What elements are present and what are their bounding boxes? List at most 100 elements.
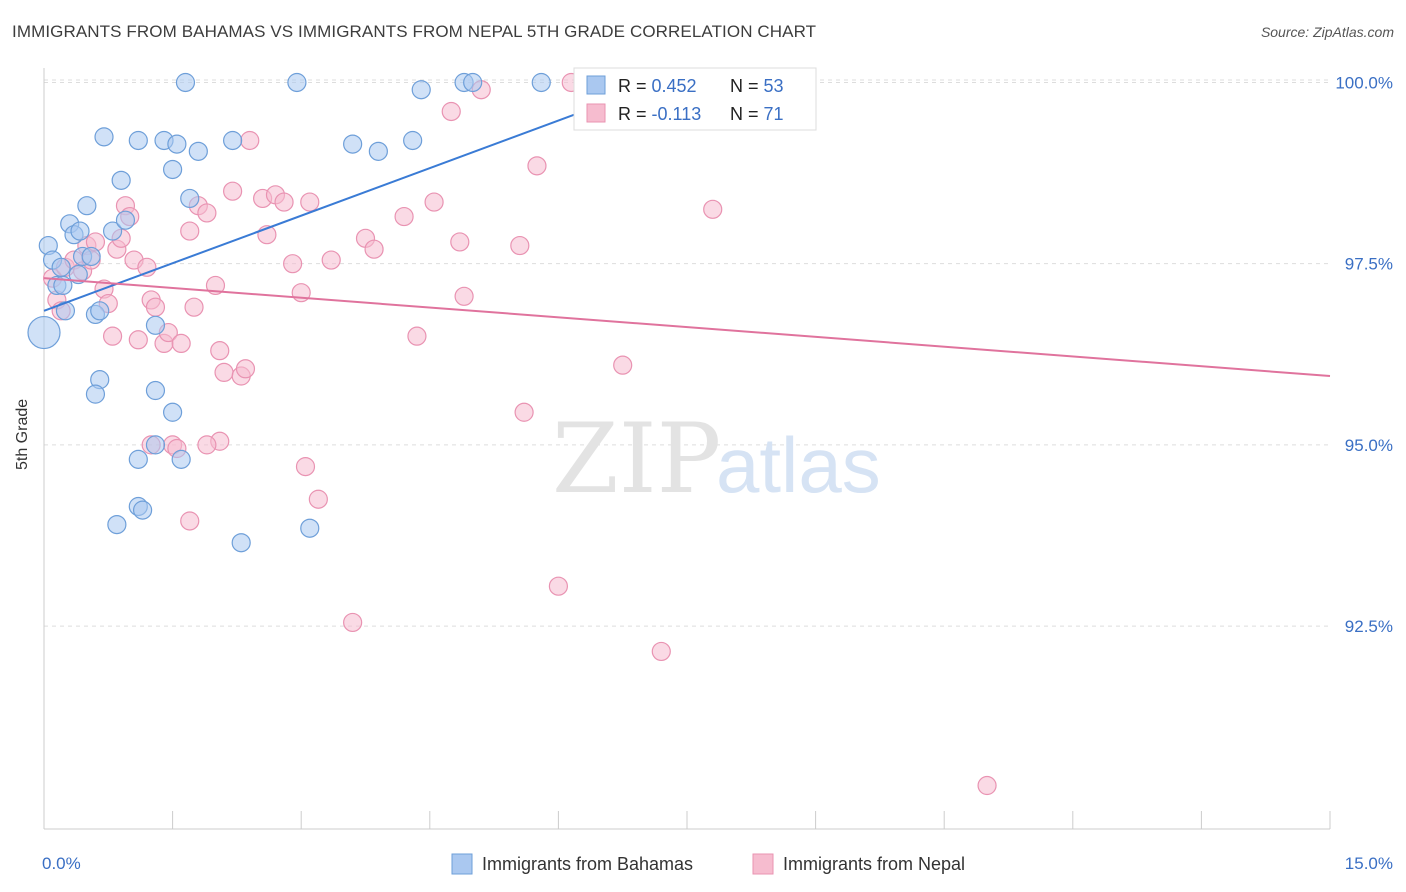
trendline-nepal (43, 277, 1331, 378)
nepal-point (977, 775, 997, 796)
y-tick-label: 92.5% (1345, 617, 1393, 636)
nepal-point (651, 641, 671, 662)
nepal-point (180, 221, 200, 241)
bahamas-point (175, 72, 196, 93)
nepal-point (128, 330, 148, 350)
nepal-point (283, 254, 303, 274)
nepal-point (510, 235, 530, 256)
bahamas-point (463, 72, 483, 93)
nepal-point (424, 192, 444, 212)
x-tick-label-max: 15.0% (1345, 854, 1393, 873)
nepal-point (308, 489, 328, 509)
bahamas-point (107, 514, 127, 535)
nepal-point (613, 355, 633, 375)
nepal-point (184, 297, 204, 317)
nepal-point (450, 232, 470, 252)
nepal-point (364, 239, 384, 259)
legend-r-value-nepal: -0.113 (652, 104, 702, 124)
watermark-zip: ZIP (552, 403, 721, 515)
nepal-point (197, 203, 217, 223)
nepal-point (235, 359, 256, 379)
bahamas-point (70, 221, 90, 241)
bottom-legend-label-bahamas: Immigrants from Bahamas (482, 854, 693, 874)
legend-box: R = 0.452 N = 53 R = -0.113 N = 71 (573, 67, 817, 131)
bahamas-point (287, 72, 307, 93)
nepal-point (300, 192, 320, 212)
bahamas-point (300, 518, 320, 538)
y-tick-label: 97.5% (1345, 255, 1393, 274)
bahamas-point (163, 402, 183, 422)
svg-text:N = 71: N = 71 (730, 104, 784, 124)
bahamas-point (85, 384, 106, 404)
bahamas-point (231, 533, 251, 553)
nepal-point (214, 362, 234, 382)
y-tick-label: 95.0% (1345, 436, 1393, 455)
nepal-point (274, 192, 294, 212)
legend-n-value-bahamas: 53 (764, 76, 784, 96)
bahamas-point (132, 500, 153, 520)
nepal-point (343, 612, 363, 633)
bahamas-point (55, 301, 76, 321)
nepal-point (102, 326, 123, 346)
nepal-point (145, 297, 166, 317)
bahamas-point (115, 210, 136, 230)
nepal-point (548, 576, 569, 596)
bahamas-point (145, 380, 166, 401)
y-tick-label: 100.0% (1335, 73, 1393, 92)
svg-text:R = 0.452: R = 0.452 (618, 76, 697, 96)
bahamas-point (128, 130, 148, 151)
nepal-point (210, 341, 230, 361)
bahamas-point (531, 72, 551, 93)
nepal-point (171, 333, 191, 354)
legend-r-label-bahamas: R = (618, 76, 652, 96)
chart-title: IMMIGRANTS FROM BAHAMAS VS IMMIGRANTS FR… (12, 22, 817, 41)
bahamas-point (343, 134, 363, 154)
nepal-point (223, 181, 243, 201)
bahamas-point (145, 435, 166, 455)
bahamas-point (27, 315, 61, 350)
x-tick-label-min: 0.0% (42, 854, 81, 873)
nepal-point (441, 101, 461, 122)
bahamas-point (81, 246, 101, 267)
bahamas-point (180, 188, 200, 209)
nepal-point (527, 156, 547, 176)
bahamas-point (411, 80, 431, 100)
bahamas-point (68, 264, 88, 285)
watermark: ZIP atlas (552, 403, 881, 515)
watermark-atlas: atlas (716, 421, 881, 509)
nepal-point (197, 435, 217, 455)
y-tick-labels: 92.5% 95.0% 97.5% 100.0% (1335, 73, 1393, 636)
bahamas-point (163, 159, 183, 180)
svg-text:R = -0.113: R = -0.113 (618, 104, 701, 124)
source-label: Source: ZipAtlas.com (1260, 24, 1394, 40)
nepal-point (321, 250, 341, 270)
bahamas-point (94, 127, 114, 147)
legend-r-label-nepal: R = (618, 104, 652, 124)
bahamas-point (90, 301, 110, 321)
bahamas-point (403, 130, 423, 151)
bahamas-point (111, 170, 131, 190)
bahamas-point (145, 315, 166, 335)
nepal-point (240, 130, 260, 151)
legend-swatch-bahamas (586, 75, 606, 95)
bahamas-point (223, 130, 243, 151)
nepal-point (407, 326, 427, 346)
nepal-point (454, 286, 474, 306)
bottom-legend-swatch-nepal (752, 853, 774, 875)
bahamas-point (102, 221, 123, 241)
legend-r-value-bahamas: 0.452 (652, 76, 697, 96)
bottom-legend-label-nepal: Immigrants from Nepal (783, 854, 965, 874)
nepal-point (703, 199, 723, 219)
legend-swatch-nepal (586, 103, 606, 123)
bottom-legend-swatch-bahamas (451, 853, 473, 875)
legend-n-label-bahamas: N = (730, 76, 764, 96)
nepal-point (394, 206, 414, 227)
x-ticks (43, 811, 1331, 829)
trendlines (43, 81, 1331, 378)
bahamas-point (171, 449, 191, 469)
legend-n-label-nepal: N = (730, 104, 764, 124)
bahamas-point (128, 449, 148, 469)
nepal-point (514, 402, 534, 422)
bahamas-point (188, 141, 208, 161)
